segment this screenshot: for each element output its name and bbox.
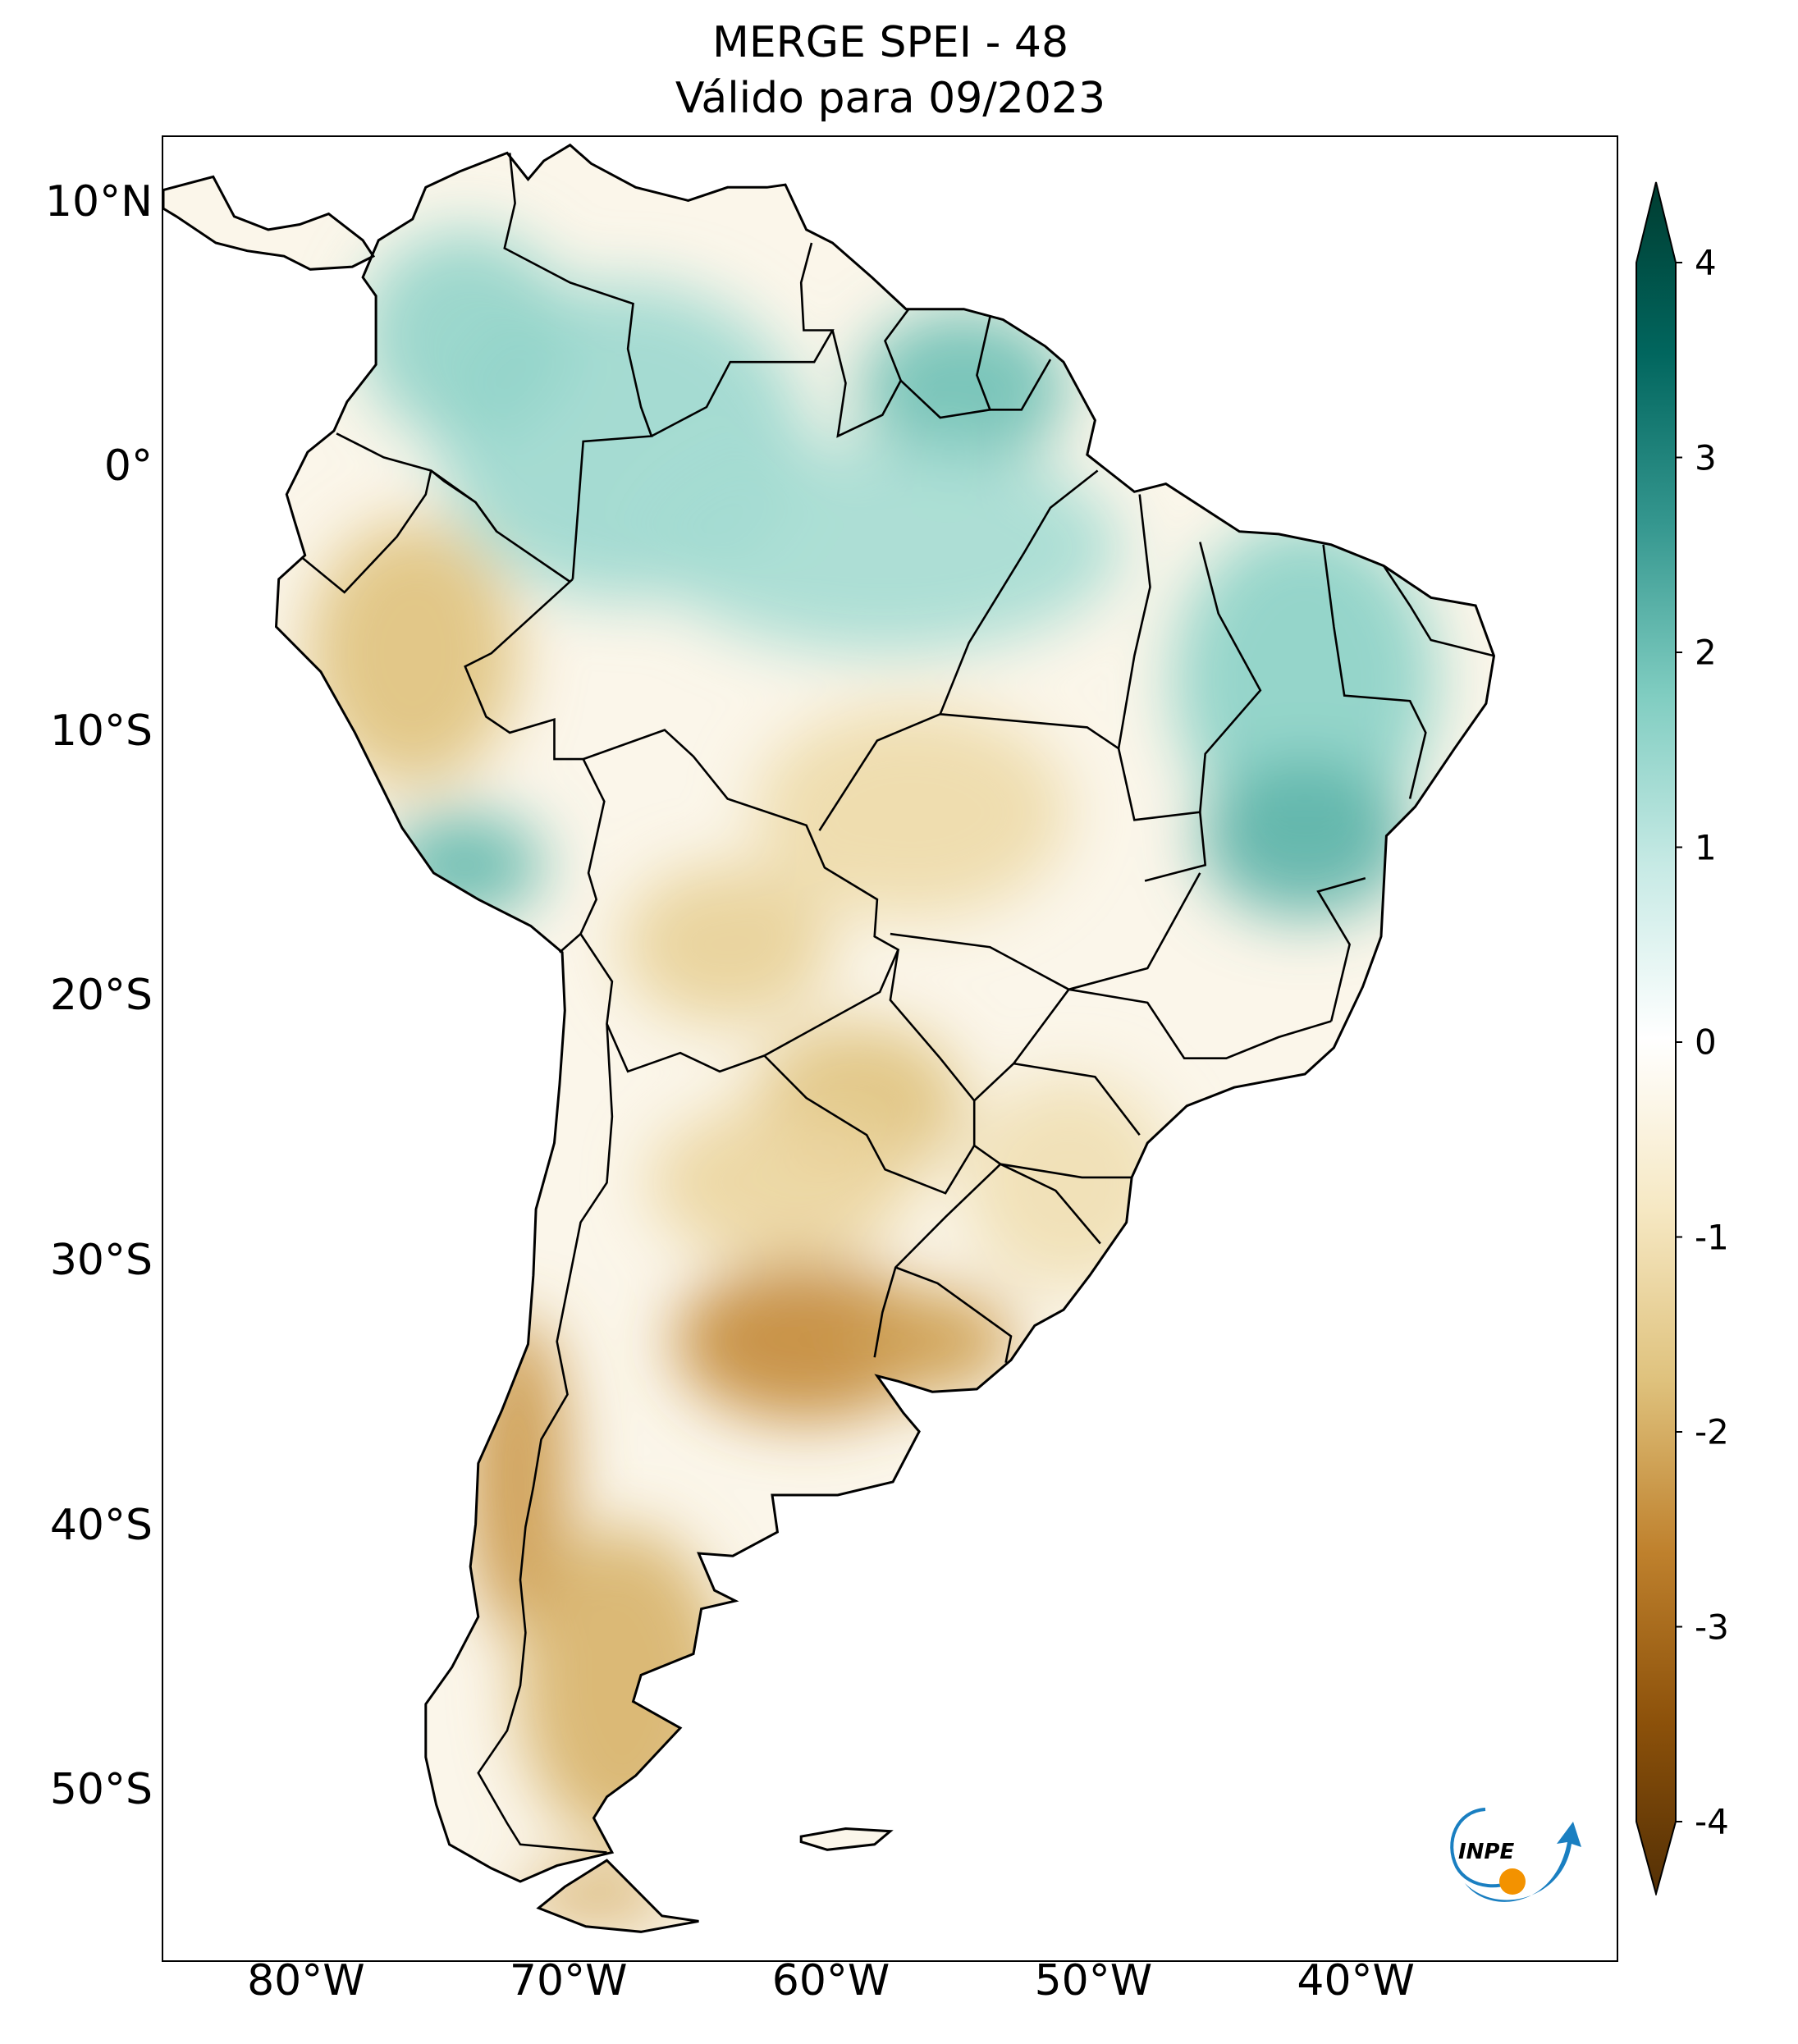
coastline [536,1859,699,1933]
border-line [651,242,835,437]
border-line [1383,565,1494,657]
border-line [1000,1163,1132,1179]
lon-tick-label: 40°W [1297,1956,1415,2005]
lat-tick-label: 40°S [49,1500,153,1550]
spei-region-uruguay-dry [858,1288,1017,1395]
map-panel [162,135,1618,1962]
border-line [503,153,653,579]
colorbar-tick-label: -1 [1695,1217,1729,1257]
border-line [477,1023,614,1854]
lon-tick-label: 50°W [1034,1956,1153,2005]
spei-region-chaco-dry [648,1103,912,1263]
border-line [889,949,976,1146]
spei-region-peru-coast-wet [386,812,544,918]
lat-tick-label: 0° [103,441,153,492]
spei-region-guiana-wet [858,309,1069,469]
lat-tick-label: 10°N [44,176,153,226]
inpe-arrow-icon [1465,1822,1581,1902]
lat-tick-label: 10°S [49,706,153,756]
coastline [163,175,376,271]
colorbar-tick-label: -2 [1695,1411,1729,1452]
spei-region-central-amazon-wet [648,441,1122,654]
colorbar-body [1636,181,1677,1895]
lon-tick-label: 70°W [509,1956,628,2005]
border-line [579,933,765,1073]
inpe-logo: INPE [1450,1808,1581,1902]
border-line [583,729,900,1057]
colorbar-tick-label: 3 [1695,437,1717,478]
lon-tick-label: 80°W [247,1956,365,2005]
border-line [464,578,606,953]
spei-region-colombia-west-wet [359,229,570,441]
spei-region-south-brazil-dry [963,1077,1174,1289]
colorbar [1636,181,1682,1895]
colorbar-tick-label: 1 [1695,827,1717,867]
spei-region-bolivia-dry [622,865,833,1024]
border-line [894,1266,1013,1363]
border-line [818,713,941,831]
colorbar-tick-label: -3 [1695,1607,1729,1647]
inpe-dot-icon [1499,1868,1526,1895]
lat-tick-label: 30°S [49,1236,153,1286]
spei-region-tierra-del-fuego-dry [517,1871,675,1924]
lat-tick-label: 20°S [49,971,153,1021]
border-line [973,1145,1101,1245]
spei-region-bahia-wet [1200,759,1411,918]
border-line [1013,1062,1141,1136]
spei-region-patagonia-dry [517,1526,728,1845]
inpe-logo-text: INPE [1458,1840,1514,1864]
map-title: MERGE SPEI - 48 [711,18,1069,67]
border-line [1316,877,1366,1022]
coastline [274,143,1496,1883]
colorbar-tick-label: -4 [1695,1801,1729,1842]
border-line [301,470,432,594]
border-line [1117,494,1207,882]
spei-region-pampas-dry [675,1262,938,1421]
colorbar-tick-label: 0 [1695,1022,1717,1063]
map-subtitle: Válido para 09/2023 [675,74,1106,123]
coastline [799,1827,894,1851]
spei-region-mato-grosso-dry [753,706,1069,918]
border-line [1199,542,1262,812]
border-line [1068,988,1332,1059]
border-line [1322,544,1427,799]
map-canvas [163,143,1496,1933]
border-line [831,308,910,438]
colorbar-tick-label: 4 [1695,242,1717,283]
border-line [763,1054,976,1195]
lon-tick-label: 60°W [771,1956,890,2005]
border-line [990,359,1052,411]
spei-region-northeast-brazil-wet [1174,520,1437,839]
lat-tick-label: 50°S [49,1765,153,1815]
spei-region-peru-dry [307,520,518,786]
border-line [430,469,498,533]
border-line [938,469,1119,750]
colorbar-tick-label: 2 [1695,632,1717,673]
